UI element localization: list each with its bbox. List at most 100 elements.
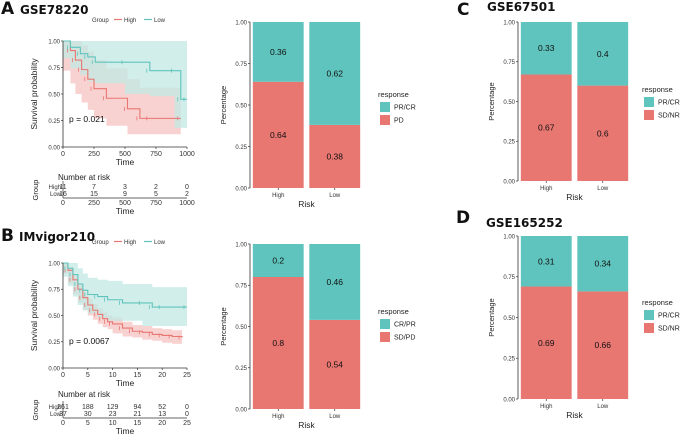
km-b-legend-high: High xyxy=(124,240,136,246)
km-a-risk-x-tick: 1000 xyxy=(179,200,195,207)
bar-a-y-tick: 0.75 xyxy=(235,62,247,68)
km-b-x-tick: 15 xyxy=(134,372,142,379)
bar-b-legend-title: response xyxy=(378,307,409,316)
bar-c-legend-label: PR/CR xyxy=(658,100,680,107)
km-a-x-label: Time xyxy=(116,157,135,167)
km-b-risk-row-label-low: Low xyxy=(50,412,62,418)
km-a-y-tick: 0.25 xyxy=(48,119,60,125)
km-b-risk-row-label-high: High xyxy=(49,405,61,411)
bar-a-y-tick: 0.00 xyxy=(235,186,247,192)
bar-d-bar-label: 0.69 xyxy=(538,338,555,348)
bar-d-bar-high-sd-nr xyxy=(520,286,572,399)
bar-d-legend-label: PR/CR xyxy=(658,313,680,320)
km-a-risk-row-label-high: High xyxy=(49,185,61,191)
km-a-risk-x-tick: 0 xyxy=(61,200,65,207)
km-b-risk-x-tick: 5 xyxy=(86,420,90,427)
km-b-risk-count: 13 xyxy=(158,411,166,418)
bar-d-legend-label: SD/NR xyxy=(658,326,680,333)
bar-d-y-label: Percentage xyxy=(487,298,496,336)
bar-b-y-tick: 0.25 xyxy=(235,366,247,372)
bar-c-bar-high-sd-nr xyxy=(520,74,572,181)
km-b-x-label: Time xyxy=(116,378,135,388)
bar-b-bar-label: 0.2 xyxy=(272,256,284,266)
bar-d-y-tick: 0.25 xyxy=(503,357,515,363)
km-a-risk-row-label-low: Low xyxy=(50,192,62,198)
km-title-imvigor210: IMvigor210 xyxy=(19,230,95,244)
km-a-y-tick: 0.00 xyxy=(48,145,60,151)
bar-c-y-tick: 0.25 xyxy=(503,140,515,146)
bar-c-bar-label: 0.67 xyxy=(538,123,555,133)
km-b-curve-low xyxy=(63,262,187,308)
bar-a-bar-label: 0.62 xyxy=(326,68,343,78)
km-a-risk-count: 2 xyxy=(185,191,189,198)
bar-c-bar-label: 0.4 xyxy=(597,49,609,59)
km-b-risk-x-label: Time xyxy=(116,426,135,436)
km-b-risk-count: 129 xyxy=(107,404,119,411)
km-a-curve-low xyxy=(63,40,187,100)
bar-b-bar-label: 0.46 xyxy=(326,277,343,287)
km-a-y-tick: 0.75 xyxy=(48,66,60,72)
km-b-risk-count: 94 xyxy=(134,404,142,411)
bar-a-y-tick: 0.25 xyxy=(235,145,247,151)
bar-b-bar-high-sd-pd xyxy=(252,277,304,409)
bar-d-x-label: Risk xyxy=(566,410,583,420)
bar-a-legend-key-1 xyxy=(380,115,390,125)
bar-c-bar-high-pr-cr xyxy=(520,22,572,75)
bar-d-x-tick: High xyxy=(540,404,552,410)
bar-b-y-label: Percentage xyxy=(219,307,228,345)
bar-b-legend-key-0 xyxy=(380,319,390,329)
km-a-risk-x-tick: 250 xyxy=(88,200,100,207)
bar-a-bar-high-pr-cr xyxy=(252,22,304,82)
km-b-y-tick: 0.50 xyxy=(48,314,60,320)
bar-b-legend-key-1 xyxy=(380,332,390,342)
bar-b-bar-low-cr-pr xyxy=(309,244,361,320)
km-a-risk-title: Number at risk xyxy=(58,173,111,182)
bar-b-legend-label: CR/PR xyxy=(394,322,416,329)
km-b-risk-x-tick: 0 xyxy=(61,420,65,427)
km-b-x-tick: 25 xyxy=(183,372,191,379)
bar-c-bar-label: 0.6 xyxy=(597,128,609,138)
bar-c-legend-label: SD/NR xyxy=(658,113,680,120)
bar-a-bar-label: 0.64 xyxy=(270,130,287,140)
bar-b-y-tick: 0.75 xyxy=(235,284,247,290)
bar-d-y-tick: 0.75 xyxy=(503,275,515,281)
bar-d-y-tick: 1.00 xyxy=(503,234,515,240)
km-b-risk-count: 0 xyxy=(185,404,189,411)
km-b-x-tick: 0 xyxy=(61,372,65,379)
km-a-curve-high xyxy=(63,40,181,119)
bar-d-y-tick: 0.00 xyxy=(503,397,515,403)
km-b-x-tick: 20 xyxy=(158,372,166,379)
km-a-y-label: Survival probability xyxy=(29,58,39,130)
bar-a-legend-label: PD xyxy=(394,118,404,125)
km-a-legend-title: Group xyxy=(92,18,109,24)
km-a-x-tick: 1000 xyxy=(179,151,195,158)
bar-c-y-tick: 0.00 xyxy=(503,179,515,185)
bar-b-x-label: Risk xyxy=(298,420,315,430)
bar-c-bar-label: 0.33 xyxy=(538,43,555,53)
bar-d-bar-label: 0.34 xyxy=(594,259,611,269)
bar-b-y-tick: 1.00 xyxy=(235,242,247,248)
bar-c-x-tick: High xyxy=(540,186,552,192)
bar-c-x-label: Risk xyxy=(566,192,583,202)
bar-b-bar-label: 0.54 xyxy=(326,359,343,369)
bar-c-legend-key-0 xyxy=(644,97,654,107)
bar-c-y-tick: 0.75 xyxy=(503,60,515,66)
km-b-risk-x-tick: 10 xyxy=(109,420,117,427)
km-b-y-tick: 0.25 xyxy=(48,340,60,346)
km-a-risk-count: 7 xyxy=(92,184,96,191)
km-b-x-tick: 10 xyxy=(109,372,117,379)
km-a-risk-count: 9 xyxy=(123,191,127,198)
km-b-legend-title: Group xyxy=(92,240,109,246)
bar-c-y-label: Percentage xyxy=(487,82,496,120)
bar-title-gse165252: GSE165252 xyxy=(486,216,563,230)
bar-d-bar-label: 0.31 xyxy=(538,256,555,266)
km-a-risk-x-tick: 750 xyxy=(150,200,162,207)
km-a-risk-y-label: Group xyxy=(31,180,40,201)
km-b-y-label: Survival probability xyxy=(29,279,39,351)
bar-title-gse67501: GSE67501 xyxy=(487,0,555,14)
km-b-risk-title: Number at risk xyxy=(58,390,111,399)
km-b-risk-x-tick: 20 xyxy=(158,420,166,427)
km-b-risk-y-label: Group xyxy=(31,400,40,421)
bar-c-x-tick: Low xyxy=(597,186,609,192)
km-b-x-tick: 5 xyxy=(86,372,90,379)
